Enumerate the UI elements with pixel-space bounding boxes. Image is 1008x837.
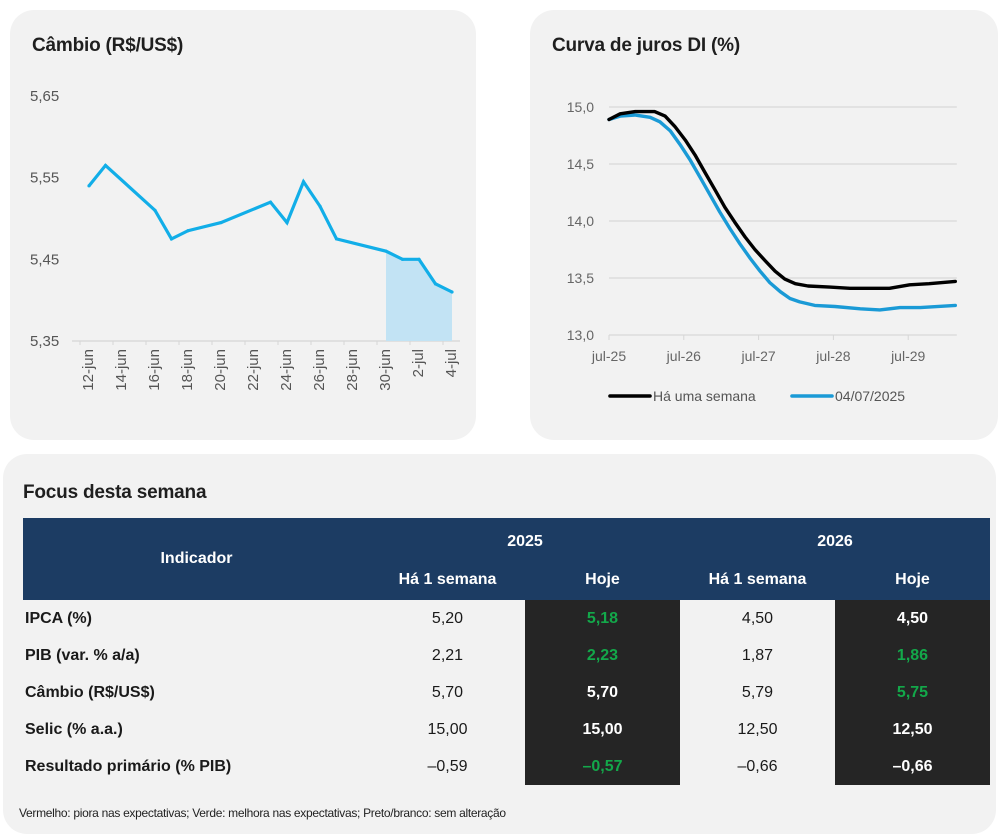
table-row: PIB (var. % a/a) 2,21 2,23 1,87 1,86	[23, 637, 990, 674]
header-2025-prev: Há 1 semana	[370, 560, 525, 600]
x-tick-label: 14-jun	[113, 349, 130, 391]
value-2025-prev: 2,21	[431, 646, 464, 664]
data-point	[318, 204, 322, 208]
cambio-chart-title: Câmbio (R$/US$)	[32, 35, 184, 56]
data-point	[384, 249, 388, 253]
value-2026-prev: 1,87	[741, 646, 774, 664]
x-tick-label: 30-jun	[377, 349, 394, 391]
indicator-cell: Resultado primário (% PIB)	[25, 757, 232, 775]
legend-label: 04/07/2025	[835, 388, 905, 404]
cambio-card: Câmbio (R$/US$) 5,65 5,55 5,45 5,35 12-jun 1…	[10, 10, 476, 440]
x-tick-label: 2-jul	[410, 349, 427, 377]
value-2026-today: 5,75	[835, 674, 990, 711]
indicator-cell: Câmbio (R$/US$)	[25, 683, 155, 701]
data-point	[87, 184, 91, 188]
focus-title: Focus desta semana	[23, 482, 207, 503]
y-tick-label: 13,5	[567, 270, 594, 286]
x-tick-label: 28-jun	[344, 349, 361, 391]
data-point	[153, 208, 157, 212]
value-2026-prev: 12,50	[737, 720, 778, 738]
legend-label: Há uma semana	[653, 388, 756, 404]
value-2025-prev: –0,59	[427, 757, 468, 775]
value-2025-today: 2,23	[525, 637, 680, 674]
data-point	[169, 237, 174, 241]
y-tick-label: 5,55	[30, 170, 59, 187]
x-tick-label: 4-jul	[443, 349, 460, 377]
focus-card: Focus desta semana Indicador 2025 2026 H…	[3, 454, 996, 834]
di-series-line-current	[607, 113, 957, 312]
data-point	[417, 257, 421, 261]
header-year-2026: 2026	[680, 518, 990, 560]
x-tick-label: 18-jun	[179, 349, 196, 391]
value-2026-today: 1,86	[835, 637, 990, 674]
di-chart: 15,0 14,5 14,0 13,5 13,0 jul-25 jul-26 jul-27 j…	[567, 99, 957, 404]
indicator-cell: Selic (% a.a.)	[25, 720, 123, 738]
header-2026-prev: Há 1 semana	[680, 560, 835, 600]
data-point	[450, 290, 454, 294]
data-point	[400, 257, 405, 261]
x-tick-label: 16-jun	[146, 349, 163, 391]
value-2025-today: 15,00	[525, 711, 680, 748]
cambio-chart: 5,65 5,55 5,45 5,35 12-jun 14-jun 16-jun 18-ju…	[30, 88, 460, 391]
header-indicator: Indicador	[23, 518, 370, 600]
y-tick-label: 5,65	[30, 88, 59, 105]
data-point	[186, 229, 190, 233]
x-tick-label: 20-jun	[212, 349, 229, 391]
table-row: IPCA (%) 5,20 5,18 4,50 4,50	[23, 600, 990, 637]
x-tick-label: 24-jun	[278, 349, 295, 391]
x-tick-label: jul-29	[890, 348, 925, 364]
x-tick-label: jul-26	[666, 348, 701, 364]
data-point	[285, 220, 289, 225]
cambio-highlight-area	[386, 251, 452, 341]
table-row: Câmbio (R$/US$) 5,70 5,70 5,79 5,75	[23, 674, 990, 711]
value-2026-today: 12,50	[835, 711, 990, 748]
data-point	[433, 282, 438, 286]
di-series-line-previous-week	[607, 109, 957, 290]
value-2025-prev: 5,20	[431, 609, 464, 627]
y-tick-label: 14,0	[567, 213, 594, 229]
value-2025-today: 5,70	[525, 674, 680, 711]
x-tick-label: 22-jun	[245, 349, 262, 391]
header-year-2025: 2025	[370, 518, 680, 560]
focus-table: Indicador 2025 2026 Há 1 semana Hoje Há …	[23, 518, 990, 785]
data-point	[334, 237, 339, 241]
y-tick-label: 5,45	[30, 251, 59, 268]
cambio-series-line	[87, 163, 453, 294]
value-2026-prev: –0,66	[737, 757, 778, 775]
y-tick-label: 14,5	[567, 156, 594, 172]
table-row: Selic (% a.a.) 15,00 15,00 12,50 12,50	[23, 711, 990, 748]
header-2025-today: Hoje	[525, 560, 680, 600]
data-point	[219, 220, 223, 225]
data-point	[268, 200, 273, 204]
indicator-cell: PIB (var. % a/a)	[25, 646, 140, 664]
x-tick-label: jul-28	[815, 348, 850, 364]
x-tick-label: 12-jun	[80, 349, 97, 391]
value-2026-prev: 5,79	[741, 683, 774, 701]
di-chart-title: Curva de juros DI (%)	[552, 35, 740, 56]
y-tick-label: 5,35	[30, 333, 59, 350]
value-2026-today: –0,66	[835, 748, 990, 785]
table-row: Resultado primário (% PIB) –0,59 –0,57 –0,6…	[23, 748, 990, 785]
x-tick-label: jul-25	[591, 348, 626, 364]
value-2025-prev: 5,70	[431, 683, 464, 701]
data-point	[301, 180, 306, 184]
x-tick-label: jul-27	[740, 348, 775, 364]
y-tick-label: 15,0	[567, 99, 594, 115]
x-tick-label: 26-jun	[311, 349, 328, 391]
color-legend-note: Vermelho: piora nas expectativas; Verde:…	[19, 806, 506, 820]
indicator-cell: IPCA (%)	[25, 609, 92, 627]
value-2025-today: 5,18	[525, 600, 680, 637]
data-point	[103, 163, 108, 168]
value-2025-prev: 15,00	[427, 720, 468, 738]
value-2026-today: 4,50	[835, 600, 990, 637]
value-2026-prev: 4,50	[741, 609, 774, 627]
header-2026-today: Hoje	[835, 560, 990, 600]
value-2025-today: –0,57	[525, 748, 680, 785]
di-card: Curva de juros DI (%) 15,0 14,5 14,0 13,5 13…	[530, 10, 998, 440]
y-tick-label: 13,0	[567, 327, 594, 343]
